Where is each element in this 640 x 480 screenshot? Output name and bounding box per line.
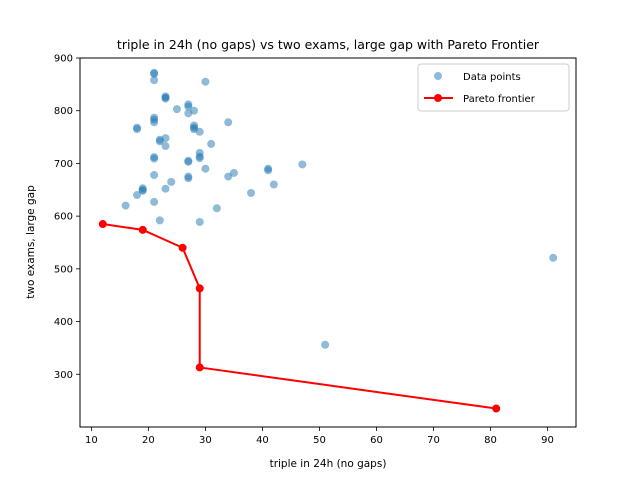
data-point — [155, 216, 164, 225]
data-point — [321, 340, 330, 349]
data-point — [133, 191, 142, 200]
data-point — [184, 157, 193, 166]
data-point — [184, 174, 193, 183]
y-tick-label: 700 — [54, 159, 73, 170]
data-point — [150, 76, 159, 85]
x-tick-label: 70 — [427, 435, 440, 446]
x-tick-label: 80 — [484, 435, 497, 446]
chart-title: triple in 24h (no gaps) vs two exams, la… — [117, 37, 540, 52]
data-point — [133, 125, 142, 134]
x-tick-label: 60 — [370, 435, 383, 446]
data-point — [184, 109, 193, 118]
data-point — [161, 184, 170, 193]
legend-marker-pareto — [434, 94, 442, 102]
pareto-frontier-point — [98, 220, 107, 229]
x-tick-label: 30 — [199, 435, 212, 446]
data-point — [138, 186, 147, 195]
data-point — [172, 105, 181, 114]
data-point — [150, 69, 159, 78]
data-point — [161, 142, 170, 151]
data-point — [155, 137, 164, 146]
x-tick-label: 90 — [541, 435, 554, 446]
legend-box — [417, 63, 570, 112]
data-point — [167, 177, 176, 186]
data-point — [201, 77, 210, 86]
data-point — [224, 118, 233, 127]
pareto-frontier-point — [178, 243, 187, 252]
data-point — [150, 171, 159, 180]
y-tick-label: 400 — [54, 317, 73, 328]
pareto-frontier-layer — [98, 220, 501, 413]
legend-label-pareto: Pareto frontier — [463, 94, 536, 105]
pareto-frontier-point — [492, 404, 501, 413]
data-point — [161, 94, 170, 103]
data-points-layer — [121, 68, 558, 349]
data-point — [207, 139, 216, 148]
pareto-frontier-line — [102, 223, 497, 410]
x-tick-label: 20 — [142, 435, 155, 446]
data-point — [229, 168, 238, 177]
data-point — [224, 172, 233, 181]
data-point — [121, 201, 130, 210]
data-point — [195, 217, 204, 226]
data-point — [549, 253, 558, 262]
y-axis: 300 400 500 600 700 800 900 — [54, 54, 80, 381]
data-point — [298, 160, 307, 169]
y-tick-label: 500 — [54, 264, 73, 275]
data-point — [195, 127, 204, 136]
x-axis: 10 20 30 40 50 60 70 80 90 — [85, 427, 554, 446]
data-point — [184, 102, 193, 111]
x-tick-label: 10 — [85, 435, 98, 446]
pareto-frontier-point — [195, 284, 204, 293]
legend-label-data-points: Data points — [463, 72, 521, 83]
legend: Data points Pareto frontier — [417, 63, 570, 112]
data-point — [150, 197, 159, 206]
data-point — [269, 180, 278, 189]
data-point — [150, 118, 159, 127]
y-tick-label: 800 — [54, 106, 73, 117]
x-tick-label: 50 — [313, 435, 326, 446]
x-tick-label: 40 — [256, 435, 269, 446]
x-axis-label: triple in 24h (no gaps) — [270, 458, 387, 470]
y-axis-label: two exams, large gap — [25, 185, 37, 299]
data-point — [201, 164, 210, 173]
data-point — [247, 188, 256, 197]
data-point — [264, 166, 273, 175]
y-tick-label: 300 — [54, 370, 73, 381]
pareto-frontier-point — [138, 225, 147, 234]
pareto-frontier-point — [195, 363, 204, 372]
legend-marker-data-points — [434, 72, 442, 80]
data-point — [195, 154, 204, 163]
plot-area — [79, 57, 577, 428]
data-point — [150, 154, 159, 163]
data-point — [212, 204, 221, 213]
y-tick-label: 900 — [54, 54, 73, 65]
y-tick-label: 600 — [54, 212, 73, 223]
